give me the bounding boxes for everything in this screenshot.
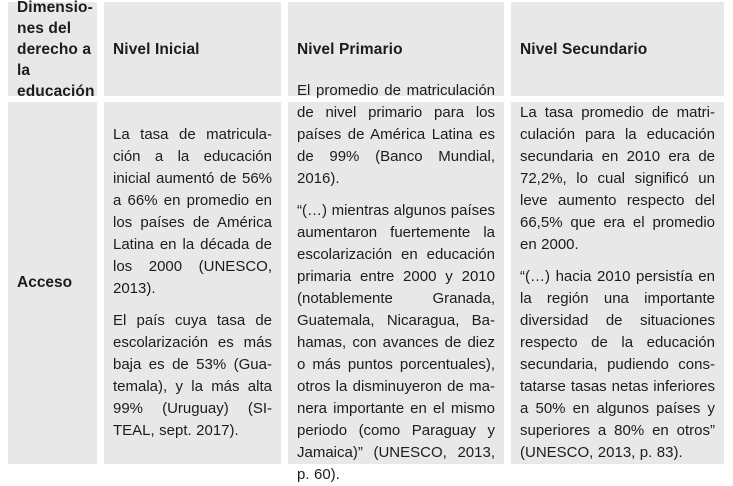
row-label-acceso: Acceso	[8, 102, 97, 464]
row-label-acceso-text: Acceso	[17, 274, 73, 291]
header-nivel-inicial: Nivel Inicial	[104, 2, 281, 96]
paragraph: El país cuya tasa de escolarización es m…	[113, 312, 272, 439]
education-dimensions-table: Dimensio­nes del de­recho a la educación…	[8, 0, 724, 483]
paragraph: La tasa de matricula­ción a la educación…	[113, 126, 272, 297]
cell-acceso-nivel-primario: El promedio de matriculación de nivel pr…	[288, 82, 504, 483]
header-nivel-primario: Nivel Primario	[288, 2, 504, 96]
header-nivel-inicial-label: Nivel Inicial	[113, 40, 200, 58]
paragraph: La tasa promedio de matri­culación para …	[520, 104, 715, 253]
paragraph: “(…) mientras algunos países aumentaron …	[297, 202, 495, 483]
paragraph: “(…) hacia 2010 persistía en la región u…	[520, 268, 715, 461]
paragraph: El promedio de matriculación de nivel pr…	[297, 82, 495, 187]
cell-acceso-nivel-inicial: La tasa de matricula­ción a la educación…	[104, 102, 281, 464]
cell-acceso-nivel-secundario: La tasa promedio de matri­culación para …	[511, 102, 724, 464]
header-nivel-primario-label: Nivel Primario	[297, 40, 403, 58]
header-nivel-secundario-label: Nivel Secundario	[520, 40, 648, 58]
header-nivel-secundario: Nivel Secundario	[511, 2, 724, 96]
header-dimensiones: Dimensio­nes del de­recho a la educación	[8, 0, 97, 100]
header-dimensiones-label: Dimensio­nes del de­recho a la educación	[17, 0, 95, 100]
